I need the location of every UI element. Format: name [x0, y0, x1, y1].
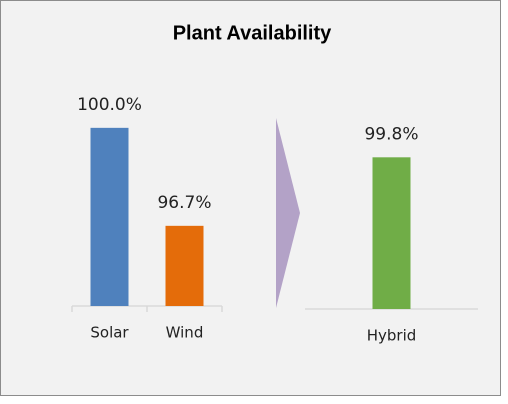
value-label: 96.7% — [157, 193, 211, 213]
arrow — [276, 118, 300, 308]
bar — [165, 225, 204, 306]
x-tick-label: Wind — [166, 324, 204, 342]
chart-title: Plant Availability — [173, 22, 332, 44]
bar — [90, 127, 129, 306]
chart-frame — [0, 0, 501, 396]
value-label: 99.8% — [364, 124, 418, 144]
bar — [372, 157, 411, 309]
x-tick-label: Solar — [90, 324, 129, 342]
value-label: 100.0% — [77, 95, 142, 115]
x-tick-label: Hybrid — [367, 327, 417, 345]
